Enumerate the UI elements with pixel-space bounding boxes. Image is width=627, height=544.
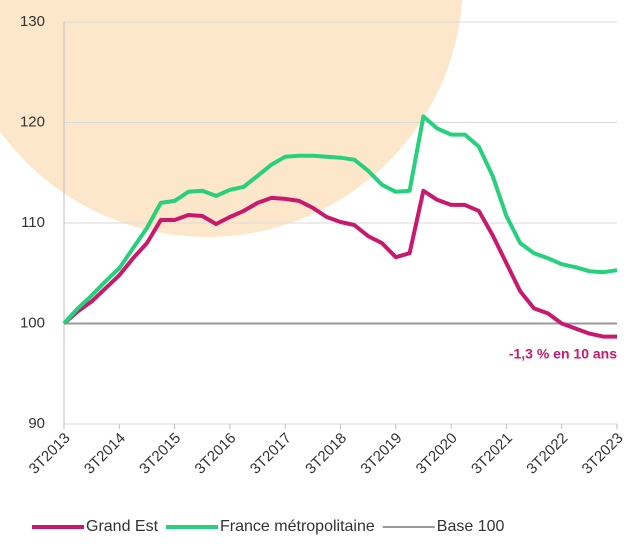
x-tick-label: 3T2021 (468, 430, 516, 478)
y-tick-label: 110 (21, 214, 45, 231)
x-tick-label: 3T2017 (247, 430, 295, 478)
chart: 901001101201303T20133T20143T20153T20163T… (0, 0, 627, 544)
x-tick-label: 3T2018 (302, 430, 350, 478)
x-tick-label: 3T2022 (523, 430, 571, 478)
x-tick-label: 3T2016 (192, 430, 240, 478)
x-tick-label: 3T2019 (357, 430, 405, 478)
page: 901001101201303T20133T20143T20153T20163T… (0, 0, 627, 544)
y-tick-label: 130 (20, 13, 45, 30)
legend-label: Grand Est (86, 518, 159, 535)
x-tick-label: 3T2020 (413, 430, 461, 478)
legend-label: France métropolitaine (220, 518, 375, 535)
x-tick-label: 3T2023 (579, 430, 627, 478)
x-tick-label: 3T2014 (81, 430, 129, 478)
y-tick-label: 120 (20, 113, 45, 130)
annotation: -1,3 % en 10 ans (509, 346, 617, 362)
x-tick-label: 3T2013 (26, 430, 74, 478)
x-tick-label: 3T2015 (136, 430, 184, 478)
y-tick-label: 100 (20, 314, 45, 331)
legend-label: Base 100 (437, 518, 505, 535)
y-tick-label: 90 (28, 415, 45, 432)
decoration (0, 0, 463, 237)
